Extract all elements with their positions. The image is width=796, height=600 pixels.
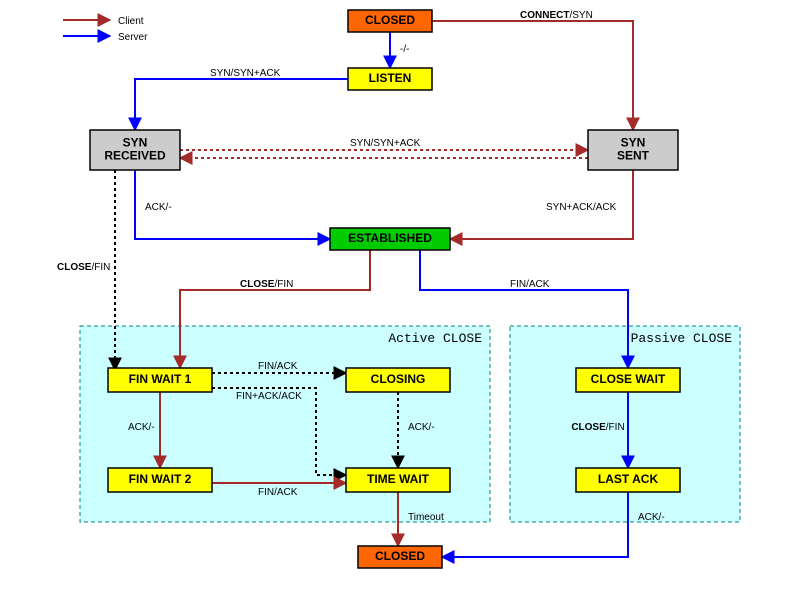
node-label-close-wait: CLOSE WAIT [591,372,666,386]
edge-label-9: CLOSE/FIN [57,262,110,273]
edge-label-14: FIN/ACK [258,487,298,498]
edge-label-6: SYN+ACK/ACK [546,202,617,213]
edge-label-1: -/- [400,44,409,55]
node-label-listen: LISTEN [369,71,412,85]
node-label-established: ESTABLISHED [348,231,432,245]
edge-label-0: CONNECT/SYN [520,10,593,21]
node-label-fin-wait-2: FIN WAIT 2 [129,472,192,486]
node-label-syn-sent: SYNSENT [617,136,650,163]
region-label-passive-close: Passive CLOSE [631,331,733,346]
region-label-active-close: Active CLOSE [388,331,482,346]
edge-label-10: FIN/ACK [258,361,298,372]
edge-label-7: CLOSE/FIN [240,279,293,290]
edge-label-13: ACK/- [128,422,155,433]
edge-label-16: CLOSE/FIN [571,422,624,433]
edge-2 [135,79,348,130]
edge-label-17: ACK/- [638,512,665,523]
edge-label-12: ACK/- [408,422,435,433]
edge-label-5: ACK/- [145,202,172,213]
node-label-closed-top: CLOSED [365,13,415,27]
node-label-closing: CLOSING [371,372,426,386]
node-label-time-wait: TIME WAIT [367,472,430,486]
edge-label-15: Timeout [408,512,444,523]
edge-label-2: SYN/SYN+ACK [210,68,281,79]
edge-label-3: SYN/SYN+ACK [350,138,421,149]
legend-server: Server [118,32,148,43]
node-label-last-ack: LAST ACK [598,472,659,486]
node-label-closed-bot: CLOSED [375,549,425,563]
edge-0 [432,21,633,130]
legend-client: Client [118,16,144,27]
edge-label-11: FIN+ACK/ACK [236,391,302,402]
edge-label-8: FIN/ACK [510,279,550,290]
tcp-state-diagram: Client Server Active CLOSE Passive CLOSE CON… [0,0,796,600]
node-label-fin-wait-1: FIN WAIT 1 [129,372,192,386]
